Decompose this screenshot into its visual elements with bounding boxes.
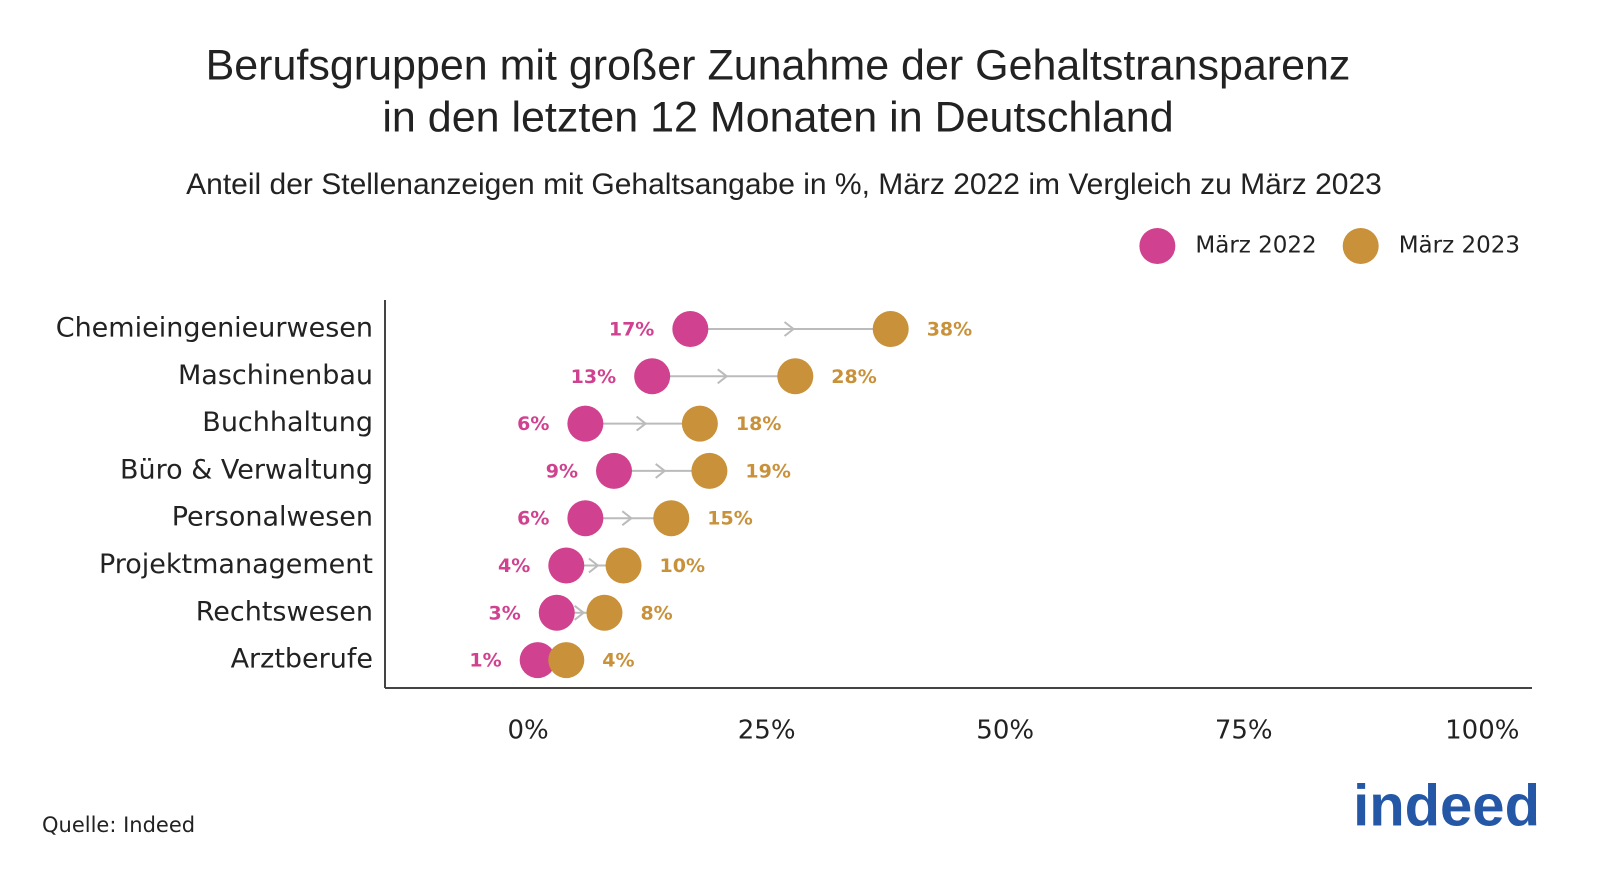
value-label: 4%: [602, 650, 634, 672]
value-label: 17%: [609, 319, 654, 341]
value-label: 13%: [571, 366, 616, 388]
y-tick-label: Projektmanagement: [99, 549, 373, 580]
x-tick-label: 75%: [1215, 716, 1273, 746]
dot: [672, 311, 709, 347]
dot: [777, 358, 814, 395]
dot: [538, 594, 575, 631]
y-tick-label: Büro & Verwaltung: [120, 454, 373, 485]
y-tick-label: Maschinenbau: [178, 360, 373, 391]
dot: [548, 547, 585, 584]
value-label: 19%: [745, 460, 790, 482]
y-tick-label: Chemieingenieurwesen: [56, 313, 373, 344]
legend-label: März 2022: [1195, 233, 1316, 259]
value-label: 8%: [640, 602, 672, 624]
dot: [519, 642, 556, 679]
connector-arrow: [588, 557, 600, 574]
dot: [596, 452, 632, 489]
value-label: 1%: [469, 650, 501, 672]
y-tick-label: Arztberufe: [231, 644, 373, 675]
connector-arrow: [655, 463, 667, 479]
y-tick-label: Rechtswesen: [196, 596, 373, 627]
dot: [567, 405, 604, 442]
connector-arrow: [636, 415, 648, 432]
connector-arrow: [717, 368, 729, 385]
value-label: 9%: [546, 460, 578, 482]
dot: [872, 311, 909, 347]
dot: [681, 405, 718, 442]
chart-subtitle: Anteil der Stellenanzeigen mit Gehaltsan…: [186, 168, 1382, 201]
value-label: 3%: [488, 602, 520, 624]
value-label: 15%: [707, 508, 752, 530]
dot: [548, 642, 585, 679]
value-label: 10%: [660, 555, 705, 577]
x-tick-label: 100%: [1445, 716, 1519, 746]
legend-marker: [1342, 228, 1379, 264]
dot: [653, 500, 690, 537]
value-label: 4%: [498, 555, 530, 577]
chart-title: Berufsgruppen mit großer Zunahme der Geh…: [206, 41, 1351, 89]
value-label: 6%: [517, 508, 549, 530]
dot: [634, 358, 671, 395]
dot: [605, 547, 642, 584]
y-tick-label: Personalwesen: [172, 502, 373, 533]
legend-marker: [1139, 228, 1176, 264]
dot: [586, 594, 623, 631]
dot: [567, 500, 604, 537]
connector-arrow: [573, 605, 586, 621]
y-tick-label: Buchhaltung: [202, 407, 373, 438]
x-tick-label: 25%: [738, 716, 796, 746]
value-label: 38%: [927, 319, 972, 341]
logo: indeed: [1353, 773, 1540, 838]
x-tick-label: 50%: [976, 716, 1034, 746]
value-label: 6%: [517, 413, 549, 435]
chart-title: in den letzten 12 Monaten in Deutschland: [382, 93, 1173, 141]
x-tick-label: 0%: [508, 716, 549, 746]
source: Quelle: Indeed: [42, 813, 195, 837]
dot: [691, 452, 728, 489]
legend-label: März 2023: [1399, 233, 1520, 259]
connector-arrow: [783, 321, 796, 337]
value-label: 18%: [736, 413, 781, 435]
value-label: 28%: [831, 366, 876, 388]
connector-arrow: [621, 510, 633, 526]
